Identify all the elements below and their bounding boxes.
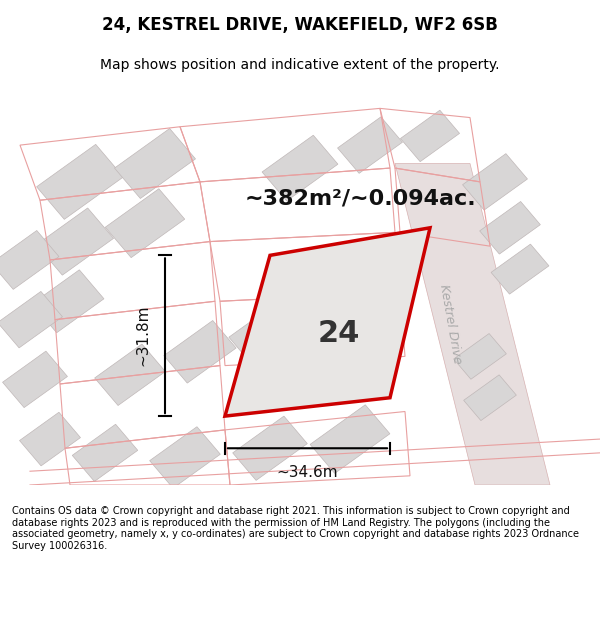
Polygon shape [225, 228, 430, 416]
Text: 24, KESTREL DRIVE, WAKEFIELD, WF2 6SB: 24, KESTREL DRIVE, WAKEFIELD, WF2 6SB [102, 16, 498, 34]
Polygon shape [262, 135, 338, 201]
Text: Map shows position and indicative extent of the property.: Map shows position and indicative extent… [100, 58, 500, 72]
Polygon shape [491, 244, 549, 294]
Text: ~382m²/~0.094ac.: ~382m²/~0.094ac. [245, 188, 476, 208]
Polygon shape [400, 110, 460, 162]
Text: ~31.8m: ~31.8m [135, 305, 150, 366]
Text: Kestrel Drive: Kestrel Drive [437, 283, 463, 365]
Polygon shape [149, 427, 220, 488]
Polygon shape [454, 334, 506, 379]
Polygon shape [95, 344, 166, 406]
Text: 24: 24 [317, 319, 360, 348]
Polygon shape [479, 201, 541, 254]
Polygon shape [72, 424, 138, 481]
Polygon shape [37, 208, 113, 275]
Polygon shape [463, 154, 527, 210]
Polygon shape [338, 117, 403, 173]
Text: Contains OS data © Crown copyright and database right 2021. This information is : Contains OS data © Crown copyright and d… [12, 506, 579, 551]
Polygon shape [464, 375, 517, 421]
Polygon shape [233, 416, 307, 481]
Polygon shape [115, 129, 196, 199]
Polygon shape [0, 291, 62, 348]
Polygon shape [164, 321, 236, 383]
Polygon shape [32, 270, 104, 332]
Polygon shape [395, 164, 550, 485]
Polygon shape [37, 144, 124, 219]
Polygon shape [310, 405, 390, 473]
Text: ~34.6m: ~34.6m [277, 465, 338, 480]
Polygon shape [2, 351, 67, 408]
Polygon shape [229, 302, 301, 365]
Polygon shape [105, 189, 185, 258]
Polygon shape [20, 412, 80, 466]
Polygon shape [0, 231, 59, 289]
